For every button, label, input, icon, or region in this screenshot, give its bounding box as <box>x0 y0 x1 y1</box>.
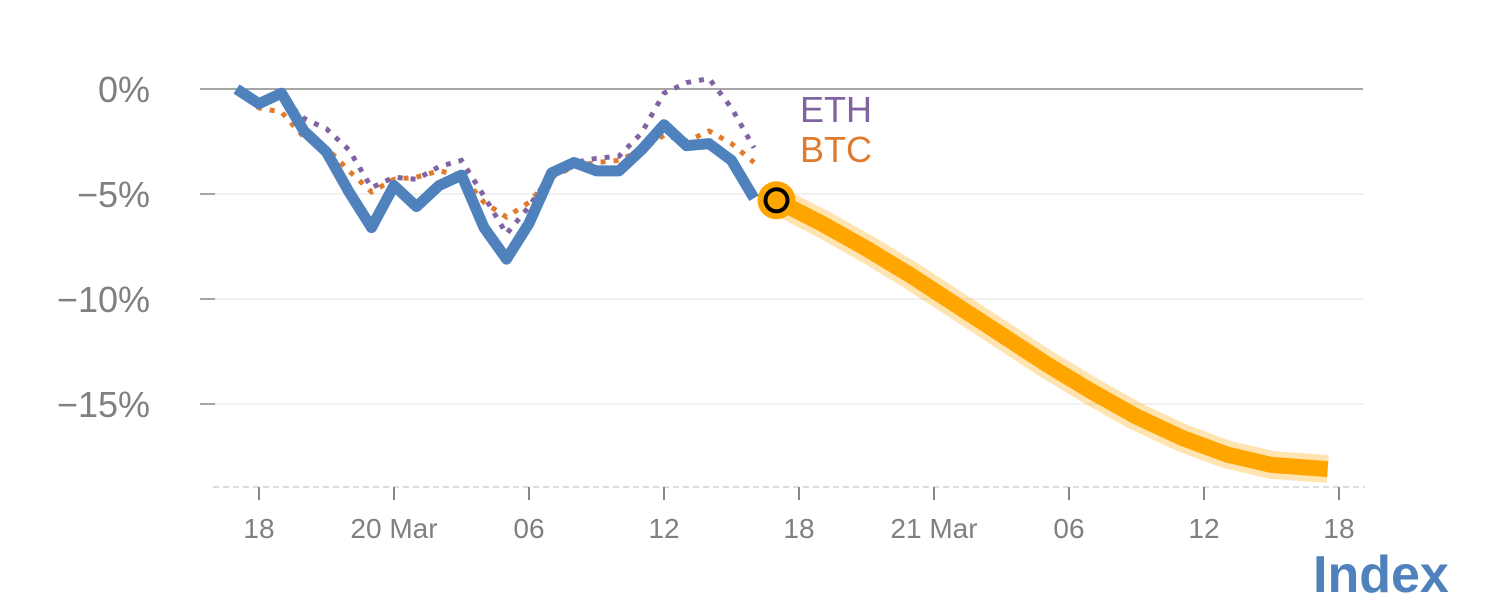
x-tick-label: 18 <box>1323 513 1354 544</box>
x-tick-label: 12 <box>1188 513 1219 544</box>
x-tick-label: 06 <box>1053 513 1084 544</box>
btc-series-line <box>235 89 756 221</box>
eth-label: ETH <box>800 89 872 130</box>
btc-label: BTC <box>800 129 872 170</box>
x-tick-label: 12 <box>648 513 679 544</box>
index-series-line <box>233 84 759 265</box>
x-tick-label: 21 Mar <box>890 513 977 544</box>
forecast-series-line <box>772 193 1329 478</box>
x-tick-label: 20 Mar <box>350 513 437 544</box>
x-tick-label: 18 <box>243 513 274 544</box>
y-tick-label: −5% <box>77 174 150 215</box>
x-tick-label: 18 <box>783 513 814 544</box>
x-tick-label: 06 <box>513 513 544 544</box>
y-tick-label: 0% <box>98 69 150 110</box>
index-label: Index <box>1313 546 1449 600</box>
y-tick-label: −15% <box>57 384 150 425</box>
eth-series-line <box>235 75 757 239</box>
current-point-marker-inner <box>763 187 790 214</box>
y-tick-label: −10% <box>57 279 150 320</box>
